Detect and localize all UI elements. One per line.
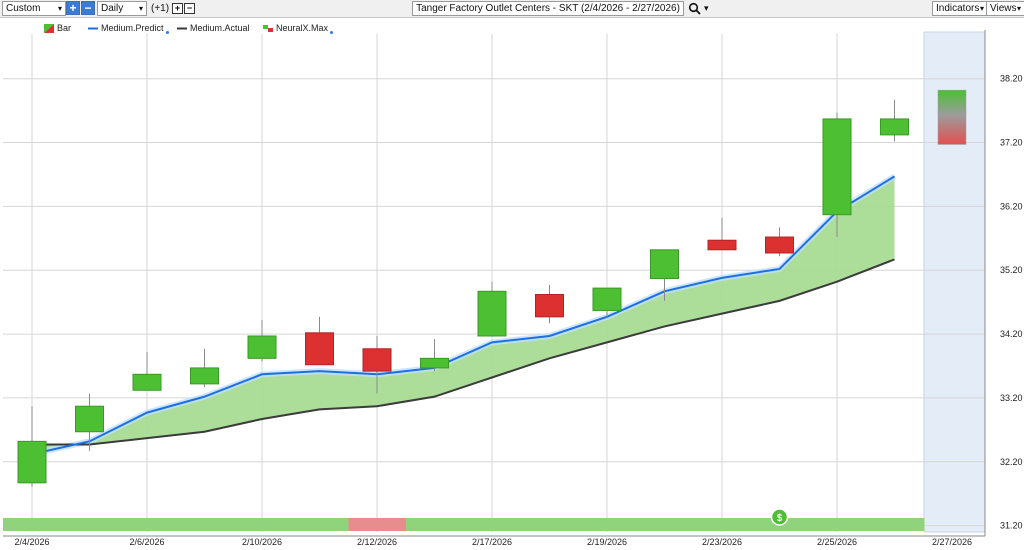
y-tick-label: 36.20 xyxy=(1000,201,1023,211)
zoom-out-button[interactable]: − xyxy=(81,1,95,15)
legend-label: Bar xyxy=(57,23,72,33)
x-tick-label: 2/25/2026 xyxy=(817,537,857,547)
signal-cell xyxy=(693,518,752,531)
offset-increase-button[interactable]: + xyxy=(172,3,183,14)
signal-cell xyxy=(3,518,62,531)
x-tick-label: 2/23/2026 xyxy=(702,537,742,547)
interval-select[interactable]: Daily ▾ xyxy=(97,1,147,16)
minus-icon: − xyxy=(84,1,92,15)
bar-swatch-icon xyxy=(44,24,54,34)
candle-down xyxy=(535,293,564,318)
y-tick-label: 33.20 xyxy=(1000,393,1023,403)
settings-dot-icon xyxy=(330,31,334,34)
legend-item-neuralx-max[interactable]: NeuralX.Max xyxy=(263,22,334,34)
page-title: Tanger Factory Outlet Centers - SKT (2/4… xyxy=(416,3,680,14)
candle-up xyxy=(420,357,449,369)
x-tick-label: 2/6/2026 xyxy=(129,537,164,547)
y-tick-label: 32.20 xyxy=(1000,457,1023,467)
dark-line-icon xyxy=(177,27,187,30)
chevron-down-icon: ▾ xyxy=(1016,4,1021,13)
minus-icon: − xyxy=(186,3,193,13)
plus-icon: + xyxy=(69,1,77,15)
signal-cell xyxy=(233,518,292,531)
indicators-label: Indicators xyxy=(936,3,980,14)
medium-predict-line xyxy=(31,175,896,456)
legend-label: NeuralX.Max xyxy=(276,23,329,33)
x-tick-label: 2/17/2026 xyxy=(472,537,512,547)
dollar-signal-icon xyxy=(770,508,789,526)
legend-item-bar[interactable]: Bar xyxy=(44,22,71,34)
signal-cell xyxy=(636,518,695,531)
candle-up xyxy=(75,405,104,433)
y-tick-label: 37.20 xyxy=(1000,138,1023,148)
signal-cell xyxy=(463,518,522,531)
signal-cell xyxy=(866,518,925,531)
settings-dot-icon xyxy=(165,31,169,34)
plus-icon: + xyxy=(174,3,181,13)
views-label: Views xyxy=(990,3,1017,14)
symbol-title-field[interactable]: Tanger Factory Outlet Centers - SKT (2/4… xyxy=(412,1,684,16)
y-tick-label: 35.20 xyxy=(1000,265,1023,275)
legend-item-medium-predict[interactable]: Medium.Predict xyxy=(88,22,169,34)
period-select-label: Custom xyxy=(6,3,41,14)
signal-cell xyxy=(521,518,580,531)
search-icon xyxy=(688,2,701,15)
chevron-down-icon[interactable]: ▾ xyxy=(704,3,709,13)
candle-up xyxy=(477,290,507,337)
chevron-down-icon: ▾ xyxy=(57,4,62,13)
candle-up xyxy=(880,118,909,136)
legend-label: Medium.Actual xyxy=(190,23,250,33)
medium-actual-line xyxy=(32,258,895,446)
candle-up xyxy=(190,367,219,385)
signal-cell xyxy=(175,518,234,531)
signal-cell xyxy=(578,518,637,531)
candle-up xyxy=(17,440,47,484)
signal-cell xyxy=(60,518,119,531)
candle-up xyxy=(650,249,679,280)
offset-decrease-button[interactable]: − xyxy=(184,3,195,14)
candle-up xyxy=(592,287,622,311)
candle-up xyxy=(247,335,277,359)
x-tick-label: 2/19/2026 xyxy=(587,537,627,547)
signal-cell xyxy=(290,518,349,531)
x-tick-label: 2/12/2026 xyxy=(357,537,397,547)
signal-cell xyxy=(118,518,177,531)
chevron-down-icon: ▾ xyxy=(979,4,984,13)
forecast-bar xyxy=(937,89,967,145)
y-tick-label: 34.20 xyxy=(1000,329,1023,339)
toolbar: Custom ▾ + − Daily ▾ (+1) + − Tanger Fac… xyxy=(0,0,1024,18)
dollar-signal-glyph: $ xyxy=(777,513,783,524)
y-tick-label: 38.20 xyxy=(1000,74,1023,84)
views-button[interactable]: Views ▾ xyxy=(986,1,1024,16)
y-tick-label: 31.20 xyxy=(1000,521,1023,531)
signal-cell xyxy=(348,518,407,531)
offset-label: (+1) xyxy=(151,3,170,14)
x-tick-label: 2/4/2026 xyxy=(14,537,49,547)
candle-down xyxy=(765,236,794,254)
indicators-button[interactable]: Indicators ▾ xyxy=(932,1,988,16)
chevron-down-icon: ▾ xyxy=(138,4,143,13)
signal-cell xyxy=(808,518,867,531)
x-tick-label: 2/10/2026 xyxy=(242,537,282,547)
period-select[interactable]: Custom ▾ xyxy=(2,1,66,16)
neuralx-swatch-icon xyxy=(263,25,273,33)
signal-cell xyxy=(405,518,464,531)
search-button[interactable] xyxy=(688,2,702,15)
zoom-in-button[interactable]: + xyxy=(66,1,80,15)
legend-item-medium-actual[interactable]: Medium.Actual xyxy=(177,22,250,34)
legend-label: Medium.Predict xyxy=(101,23,164,33)
candle-down xyxy=(305,332,334,366)
candle-down xyxy=(707,239,737,251)
candle-up xyxy=(132,373,162,391)
candle-up xyxy=(822,118,852,216)
x-tick-label: 2/27/2026 xyxy=(932,537,972,547)
blue-line-icon xyxy=(88,27,98,30)
prediction-band xyxy=(32,176,895,455)
interval-select-label: Daily xyxy=(101,3,124,14)
candle-down xyxy=(362,348,392,372)
